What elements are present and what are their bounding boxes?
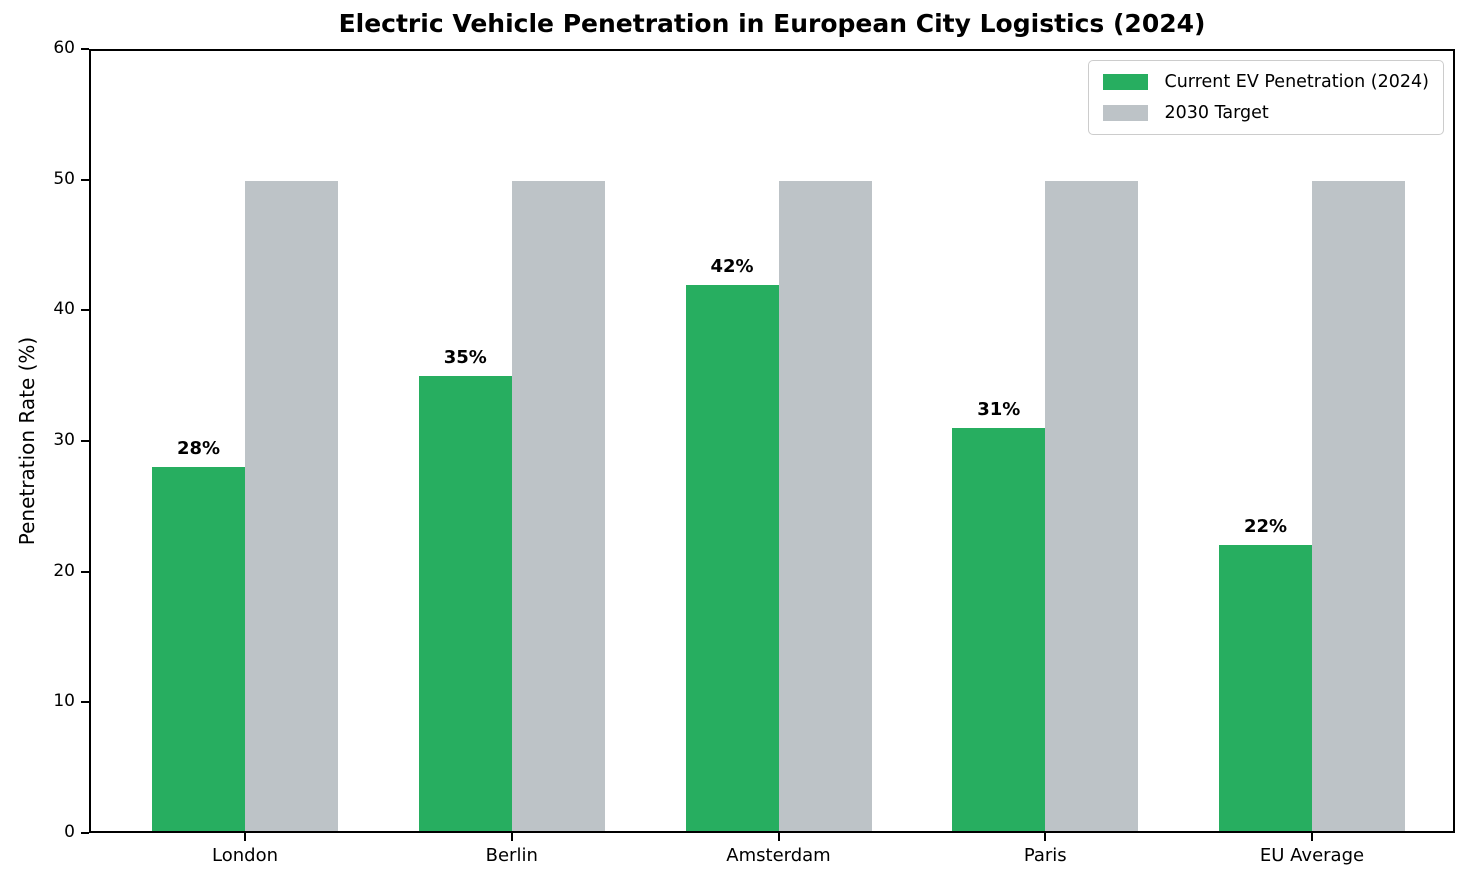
bar-value-label-amsterdam: 42% xyxy=(710,256,754,277)
plot-area: 28% 35% 42% 31% 22% Current EV Penetration (… xyxy=(89,49,1455,833)
x-tick-mark-eu-average xyxy=(1311,833,1313,841)
y-tick-label-0: 0 xyxy=(64,822,75,842)
bar-amsterdam-2030-target xyxy=(778,181,872,831)
bar-eu-average-current-ev-penetration-2024 xyxy=(1219,545,1312,831)
legend-item-current-ev-penetration-2024: Current EV Penetration (2024) xyxy=(1102,72,1430,92)
x-tick-mark-berlin xyxy=(510,833,513,841)
x-tick-label-amsterdam: Amsterdam xyxy=(726,845,831,866)
x-tick-mark-london xyxy=(244,833,246,841)
x-tick-mark-paris xyxy=(1044,833,1047,841)
y-tick-label-20: 20 xyxy=(53,561,75,581)
y-tick-mark-50 xyxy=(81,179,89,181)
legend-swatch-current-ev-penetration-2024 xyxy=(1102,74,1148,90)
legend-swatch-2030-target xyxy=(1102,105,1148,121)
x-tick-label-eu-average: EU Average xyxy=(1259,845,1365,866)
bar-eu-average-2030-target xyxy=(1312,181,1405,831)
legend-item-2030-target: 2030 Target xyxy=(1102,103,1430,123)
x-tick-mark-amsterdam xyxy=(777,833,780,841)
bar-berlin-current-ev-penetration-2024 xyxy=(418,376,512,831)
bar-value-label-paris: 31% xyxy=(977,399,1021,420)
bar-amsterdam-current-ev-penetration-2024 xyxy=(685,285,779,831)
chart-title: Electric Vehicle Penetration in European… xyxy=(338,9,1206,38)
bar-berlin-2030-target xyxy=(511,181,605,831)
bar-london-2030-target xyxy=(245,181,338,831)
y-tick-mark-60 xyxy=(81,48,89,50)
bar-paris-current-ev-penetration-2024 xyxy=(952,428,1046,831)
y-tick-label-40: 40 xyxy=(53,299,75,319)
legend: Current EV Penetration (2024) 2030 Target xyxy=(1087,60,1444,135)
y-tick-mark-30 xyxy=(81,440,89,442)
y-tick-mark-40 xyxy=(81,309,89,311)
y-tick-mark-20 xyxy=(81,571,89,573)
x-tick-label-london: London xyxy=(212,845,278,866)
bar-value-label-eu-average: 22% xyxy=(1243,516,1288,537)
y-tick-label-30: 30 xyxy=(53,430,75,450)
bar-paris-2030-target xyxy=(1045,181,1139,831)
y-tick-label-50: 50 xyxy=(53,169,75,189)
legend-label-2030-target: 2030 Target xyxy=(1164,103,1269,123)
bar-london-current-ev-penetration-2024 xyxy=(152,467,245,831)
legend-label-current-ev-penetration-2024: Current EV Penetration (2024) xyxy=(1164,72,1430,92)
bar-value-label-berlin: 35% xyxy=(443,347,487,368)
x-tick-label-paris: Paris xyxy=(1023,845,1067,866)
y-tick-label-10: 10 xyxy=(53,691,75,711)
y-tick-mark-0 xyxy=(81,832,89,834)
x-tick-label-berlin: Berlin xyxy=(485,845,538,866)
y-tick-mark-10 xyxy=(81,701,89,703)
bar-value-label-london: 28% xyxy=(176,438,221,459)
y-tick-label-60: 60 xyxy=(53,38,75,58)
